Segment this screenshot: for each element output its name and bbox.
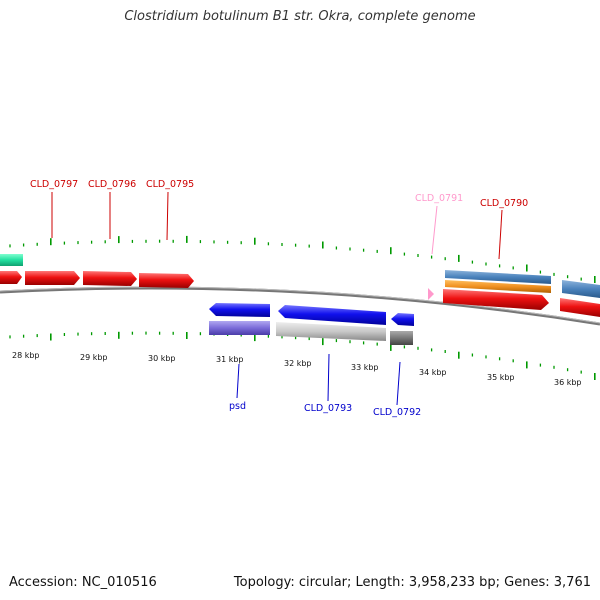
leader-cld-0795 <box>166 191 169 241</box>
gene-arrow-cld-0796[interactable] <box>83 271 137 286</box>
gene-arrow-psd[interactable] <box>209 303 270 317</box>
gene-steel-cld-0790-band[interactable] <box>445 270 551 284</box>
gene-label-cld-0792[interactable]: CLD_0792 <box>373 407 421 418</box>
gene-teal-partial[interactable] <box>0 254 23 266</box>
leader-cld-0793 <box>327 353 330 402</box>
gene-label-cld-0793[interactable]: CLD_0793 <box>304 403 352 414</box>
top-tick-marks <box>9 235 596 283</box>
genome-backbone <box>0 286 600 326</box>
gene-orange-cld-0790-band[interactable] <box>445 280 551 293</box>
gene-marker-cld-0791[interactable] <box>428 288 434 300</box>
bottom-tick-marks <box>9 331 596 380</box>
gene-arrow-cld-0793[interactable] <box>278 305 386 325</box>
ruler-label-28kbp: 28 kbp <box>12 351 40 360</box>
gene-arrow-cld-0792[interactable] <box>391 313 414 326</box>
gene-steel-right-partial[interactable] <box>562 280 600 298</box>
gene-label-cld-0797[interactable]: CLD_0797 <box>30 179 78 190</box>
gene-band-psd[interactable] <box>209 321 270 335</box>
leader-cld-0792 <box>396 361 401 406</box>
gene-label-cld-0795[interactable]: CLD_0795 <box>146 179 194 190</box>
ruler-label-33kbp: 33 kbp <box>351 363 379 372</box>
gene-label-cld-0790[interactable]: CLD_0790 <box>480 198 528 209</box>
leader-cld-0791 <box>431 205 438 255</box>
gene-arrow-cld-0795[interactable] <box>139 273 194 288</box>
ruler-label-34kbp: 34 kbp <box>419 368 447 377</box>
ruler-label-32kbp: 32 kbp <box>284 359 312 368</box>
gene-arrow-cld-0790[interactable] <box>443 289 549 310</box>
gene-arrow-right-partial[interactable] <box>560 298 600 317</box>
accession-text: Accession: NC_010516 <box>9 575 157 590</box>
ruler-label-30kbp: 30 kbp <box>148 354 176 363</box>
gene-arrow-partial-left[interactable] <box>0 271 22 284</box>
gene-label-cld-0796[interactable]: CLD_0796 <box>88 179 136 190</box>
leader-psd <box>236 363 240 399</box>
ruler-label-29kbp: 29 kbp <box>80 353 108 362</box>
leader-cld-0790 <box>498 209 503 260</box>
ruler-label-35kbp: 35 kbp <box>487 373 515 382</box>
gene-arrow-cld-0797[interactable] <box>25 271 80 285</box>
gene-band-cld-0792[interactable] <box>390 331 413 345</box>
gene-band-cld-0793[interactable] <box>276 322 386 341</box>
ruler-label-31kbp: 31 kbp <box>216 355 244 364</box>
gene-label-cld-0791[interactable]: CLD_0791 <box>415 193 463 204</box>
gene-label-psd[interactable]: psd <box>229 401 246 412</box>
genome-title: Clostridium botulinum B1 str. Okra, comp… <box>124 9 476 24</box>
topology-text: Topology: circular; Length: 3,958,233 bp… <box>233 575 591 590</box>
ruler-label-36kbp: 36 kbp <box>554 378 582 387</box>
genome-backbone-highlight <box>0 286 600 324</box>
